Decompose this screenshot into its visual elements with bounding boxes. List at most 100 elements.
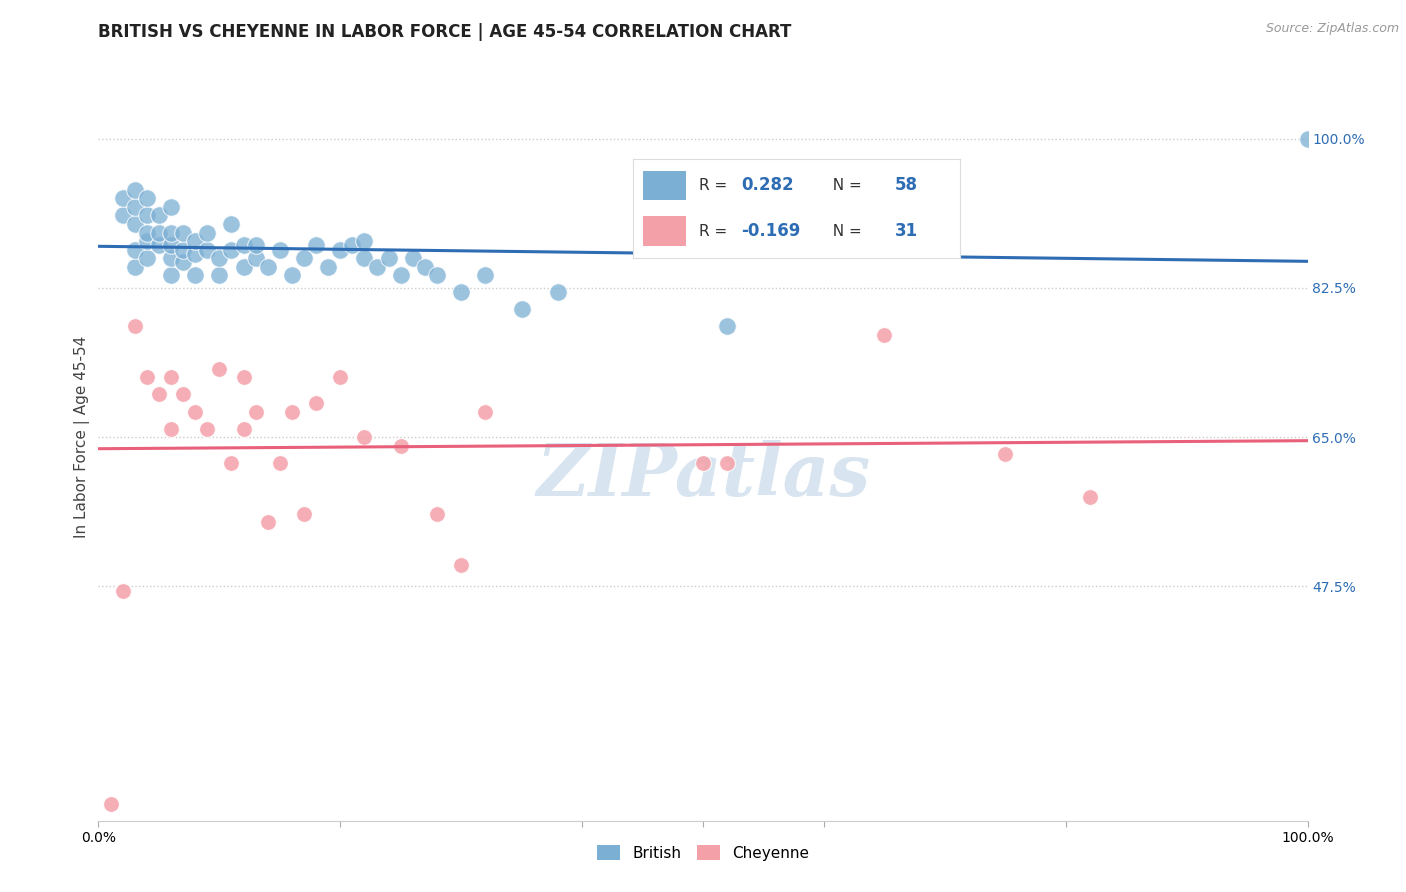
Point — [716, 456, 738, 470]
Point — [124, 217, 146, 231]
Point — [716, 319, 738, 334]
Point — [292, 251, 315, 265]
Point — [135, 209, 157, 223]
Point — [413, 260, 436, 274]
Point — [474, 404, 496, 418]
Point — [426, 507, 449, 521]
Point — [135, 251, 157, 265]
Point — [172, 387, 194, 401]
Point — [208, 268, 231, 282]
Point — [547, 285, 569, 300]
Point — [232, 260, 254, 274]
Point — [111, 583, 134, 598]
Point — [692, 456, 714, 470]
Point — [221, 456, 243, 470]
Point — [124, 260, 146, 274]
Point — [160, 226, 183, 240]
Text: ZIPatlas: ZIPatlas — [536, 440, 870, 511]
Point — [184, 268, 207, 282]
Bar — [643, 170, 686, 201]
Point — [221, 243, 243, 257]
Point — [124, 243, 146, 257]
Point — [208, 362, 231, 376]
Text: -0.169: -0.169 — [741, 222, 800, 240]
Text: Source: ZipAtlas.com: Source: ZipAtlas.com — [1265, 22, 1399, 36]
Text: R =: R = — [699, 224, 733, 239]
Point — [402, 251, 425, 265]
Point — [994, 447, 1017, 461]
Point — [148, 238, 170, 252]
Y-axis label: In Labor Force | Age 45-54: In Labor Force | Age 45-54 — [75, 336, 90, 538]
Point — [316, 260, 339, 274]
Point — [342, 238, 364, 252]
Point — [208, 251, 231, 265]
Point — [474, 268, 496, 282]
Point — [450, 285, 472, 300]
Point — [124, 200, 146, 214]
Text: N =: N = — [823, 178, 866, 193]
Point — [256, 260, 278, 274]
Text: 31: 31 — [896, 222, 918, 240]
Point — [281, 404, 304, 418]
Point — [135, 234, 157, 248]
Point — [184, 404, 207, 418]
Point — [305, 396, 328, 410]
Point — [111, 191, 134, 205]
Point — [389, 268, 412, 282]
Point — [1296, 132, 1319, 146]
Point — [232, 238, 254, 252]
Point — [160, 251, 183, 265]
Point — [281, 268, 304, 282]
Point — [148, 226, 170, 240]
Point — [353, 430, 375, 444]
Point — [269, 456, 291, 470]
Point — [160, 268, 183, 282]
Point — [450, 558, 472, 572]
Point — [160, 370, 183, 384]
Point — [426, 268, 449, 282]
Point — [124, 319, 146, 334]
Point — [221, 217, 243, 231]
Point — [510, 302, 533, 317]
Point — [172, 243, 194, 257]
Point — [353, 234, 375, 248]
Point — [245, 238, 267, 252]
Point — [184, 247, 207, 261]
Point — [160, 200, 183, 214]
Point — [1078, 490, 1101, 504]
Text: 58: 58 — [896, 177, 918, 194]
Point — [148, 387, 170, 401]
Point — [184, 234, 207, 248]
Point — [873, 327, 896, 342]
Text: BRITISH VS CHEYENNE IN LABOR FORCE | AGE 45-54 CORRELATION CHART: BRITISH VS CHEYENNE IN LABOR FORCE | AGE… — [98, 23, 792, 41]
Point — [124, 183, 146, 197]
Point — [232, 370, 254, 384]
Point — [329, 243, 352, 257]
Point — [195, 421, 218, 435]
Point — [135, 370, 157, 384]
Point — [148, 209, 170, 223]
Point — [389, 439, 412, 453]
Point — [256, 516, 278, 530]
Text: R =: R = — [699, 178, 733, 193]
Point — [172, 226, 194, 240]
Point — [195, 226, 218, 240]
Point — [160, 421, 183, 435]
Point — [292, 507, 315, 521]
Point — [245, 404, 267, 418]
Text: N =: N = — [823, 224, 866, 239]
Point — [353, 251, 375, 265]
Point — [135, 226, 157, 240]
Point — [232, 421, 254, 435]
Legend: British, Cheyenne: British, Cheyenne — [591, 838, 815, 867]
Bar — [643, 217, 686, 246]
Point — [111, 209, 134, 223]
Point — [366, 260, 388, 274]
Point — [195, 243, 218, 257]
Point — [269, 243, 291, 257]
Point — [160, 238, 183, 252]
Point — [245, 251, 267, 265]
Point — [135, 191, 157, 205]
Point — [100, 797, 122, 811]
Point — [377, 251, 399, 265]
